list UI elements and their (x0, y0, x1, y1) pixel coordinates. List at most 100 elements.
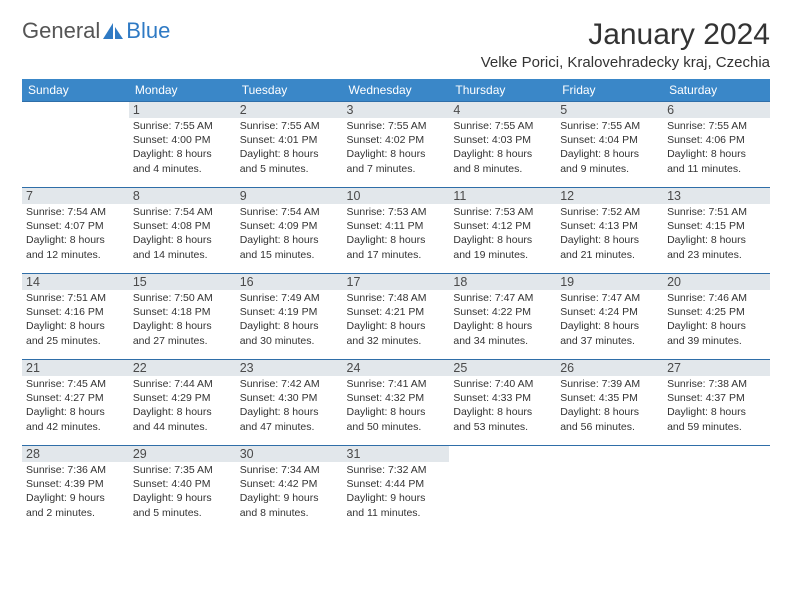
calendar-cell: 1Sunrise: 7:55 AMSunset: 4:00 PMDaylight… (129, 101, 236, 187)
day-header: Tuesday (236, 79, 343, 101)
sunset-text: Sunset: 4:29 PM (133, 391, 232, 405)
calendar-cell: 18Sunrise: 7:47 AMSunset: 4:22 PMDayligh… (449, 273, 556, 359)
calendar-cell: 5Sunrise: 7:55 AMSunset: 4:04 PMDaylight… (556, 101, 663, 187)
sunrise-text: Sunrise: 7:52 AM (560, 205, 659, 219)
sunset-text: Sunset: 4:22 PM (453, 305, 552, 319)
day-number: 27 (663, 359, 770, 376)
calendar-cell: 16Sunrise: 7:49 AMSunset: 4:19 PMDayligh… (236, 273, 343, 359)
sunrise-text: Sunrise: 7:55 AM (667, 119, 766, 133)
day-detail: Sunrise: 7:55 AMSunset: 4:00 PMDaylight:… (129, 118, 236, 176)
month-title: January 2024 (481, 18, 770, 52)
calendar-cell: 15Sunrise: 7:50 AMSunset: 4:18 PMDayligh… (129, 273, 236, 359)
calendar-cell: 27Sunrise: 7:38 AMSunset: 4:37 PMDayligh… (663, 359, 770, 445)
day-number: 23 (236, 359, 343, 376)
day-number: 7 (22, 187, 129, 204)
daylight-text-2: and 19 minutes. (453, 248, 552, 262)
day-detail: Sunrise: 7:53 AMSunset: 4:11 PMDaylight:… (343, 204, 450, 262)
sunset-text: Sunset: 4:25 PM (667, 305, 766, 319)
day-header: Monday (129, 79, 236, 101)
day-header: Friday (556, 79, 663, 101)
day-detail: Sunrise: 7:44 AMSunset: 4:29 PMDaylight:… (129, 376, 236, 434)
sunset-text: Sunset: 4:44 PM (347, 477, 446, 491)
sunset-text: Sunset: 4:33 PM (453, 391, 552, 405)
sunset-text: Sunset: 4:40 PM (133, 477, 232, 491)
daylight-text-2: and 15 minutes. (240, 248, 339, 262)
calendar-week-row: 28Sunrise: 7:36 AMSunset: 4:39 PMDayligh… (22, 445, 770, 531)
sunrise-text: Sunrise: 7:44 AM (133, 377, 232, 391)
calendar-cell: 31Sunrise: 7:32 AMSunset: 4:44 PMDayligh… (343, 445, 450, 531)
day-number: 16 (236, 273, 343, 290)
daylight-text-2: and 59 minutes. (667, 420, 766, 434)
calendar-cell (556, 445, 663, 531)
day-number: 3 (343, 101, 450, 118)
sunrise-text: Sunrise: 7:54 AM (240, 205, 339, 219)
sunset-text: Sunset: 4:12 PM (453, 219, 552, 233)
daylight-text-2: and 21 minutes. (560, 248, 659, 262)
calendar-cell: 24Sunrise: 7:41 AMSunset: 4:32 PMDayligh… (343, 359, 450, 445)
day-detail: Sunrise: 7:54 AMSunset: 4:07 PMDaylight:… (22, 204, 129, 262)
sunrise-text: Sunrise: 7:55 AM (560, 119, 659, 133)
day-detail: Sunrise: 7:41 AMSunset: 4:32 PMDaylight:… (343, 376, 450, 434)
daylight-text-1: Daylight: 8 hours (560, 319, 659, 333)
sunrise-text: Sunrise: 7:35 AM (133, 463, 232, 477)
day-detail: Sunrise: 7:54 AMSunset: 4:08 PMDaylight:… (129, 204, 236, 262)
brand-logo: General Blue (22, 18, 170, 44)
day-number: 24 (343, 359, 450, 376)
sunset-text: Sunset: 4:18 PM (133, 305, 232, 319)
day-number: 26 (556, 359, 663, 376)
sunrise-text: Sunrise: 7:47 AM (453, 291, 552, 305)
day-number: 31 (343, 445, 450, 462)
day-detail: Sunrise: 7:45 AMSunset: 4:27 PMDaylight:… (22, 376, 129, 434)
daylight-text-2: and 5 minutes. (133, 506, 232, 520)
calendar-week-row: 7Sunrise: 7:54 AMSunset: 4:07 PMDaylight… (22, 187, 770, 273)
sunrise-text: Sunrise: 7:51 AM (667, 205, 766, 219)
day-number: 12 (556, 187, 663, 204)
sunrise-text: Sunrise: 7:51 AM (26, 291, 125, 305)
day-number: 10 (343, 187, 450, 204)
daylight-text-2: and 34 minutes. (453, 334, 552, 348)
sunrise-text: Sunrise: 7:55 AM (133, 119, 232, 133)
day-number: 17 (343, 273, 450, 290)
header: General Blue January 2024 Velke Porici, … (22, 18, 770, 71)
day-number: 5 (556, 101, 663, 118)
sunset-text: Sunset: 4:06 PM (667, 133, 766, 147)
daylight-text-2: and 17 minutes. (347, 248, 446, 262)
day-number: 30 (236, 445, 343, 462)
daylight-text-1: Daylight: 9 hours (133, 491, 232, 505)
daylight-text-1: Daylight: 8 hours (240, 147, 339, 161)
sunset-text: Sunset: 4:11 PM (347, 219, 446, 233)
daylight-text-1: Daylight: 8 hours (667, 319, 766, 333)
location: Velke Porici, Kralovehradecky kraj, Czec… (481, 54, 770, 71)
calendar-cell: 23Sunrise: 7:42 AMSunset: 4:30 PMDayligh… (236, 359, 343, 445)
day-number: 19 (556, 273, 663, 290)
daylight-text-1: Daylight: 8 hours (667, 233, 766, 247)
sunrise-text: Sunrise: 7:55 AM (240, 119, 339, 133)
daylight-text-2: and 27 minutes. (133, 334, 232, 348)
daylight-text-1: Daylight: 8 hours (453, 319, 552, 333)
day-number: 9 (236, 187, 343, 204)
sunrise-text: Sunrise: 7:42 AM (240, 377, 339, 391)
day-detail: Sunrise: 7:52 AMSunset: 4:13 PMDaylight:… (556, 204, 663, 262)
sunset-text: Sunset: 4:16 PM (26, 305, 125, 319)
daylight-text-1: Daylight: 8 hours (133, 319, 232, 333)
sunrise-text: Sunrise: 7:45 AM (26, 377, 125, 391)
day-number: 20 (663, 273, 770, 290)
sunrise-text: Sunrise: 7:53 AM (347, 205, 446, 219)
calendar-cell: 17Sunrise: 7:48 AMSunset: 4:21 PMDayligh… (343, 273, 450, 359)
sunrise-text: Sunrise: 7:36 AM (26, 463, 125, 477)
day-detail: Sunrise: 7:48 AMSunset: 4:21 PMDaylight:… (343, 290, 450, 348)
sunset-text: Sunset: 4:37 PM (667, 391, 766, 405)
sunset-text: Sunset: 4:02 PM (347, 133, 446, 147)
daylight-text-2: and 47 minutes. (240, 420, 339, 434)
daylight-text-2: and 5 minutes. (240, 162, 339, 176)
day-detail: Sunrise: 7:51 AMSunset: 4:15 PMDaylight:… (663, 204, 770, 262)
calendar-cell: 14Sunrise: 7:51 AMSunset: 4:16 PMDayligh… (22, 273, 129, 359)
daylight-text-1: Daylight: 8 hours (453, 405, 552, 419)
sunrise-text: Sunrise: 7:46 AM (667, 291, 766, 305)
daylight-text-2: and 30 minutes. (240, 334, 339, 348)
daylight-text-2: and 8 minutes. (453, 162, 552, 176)
calendar-cell: 10Sunrise: 7:53 AMSunset: 4:11 PMDayligh… (343, 187, 450, 273)
brand-part2: Blue (126, 18, 170, 44)
calendar-cell: 25Sunrise: 7:40 AMSunset: 4:33 PMDayligh… (449, 359, 556, 445)
sunset-text: Sunset: 4:42 PM (240, 477, 339, 491)
